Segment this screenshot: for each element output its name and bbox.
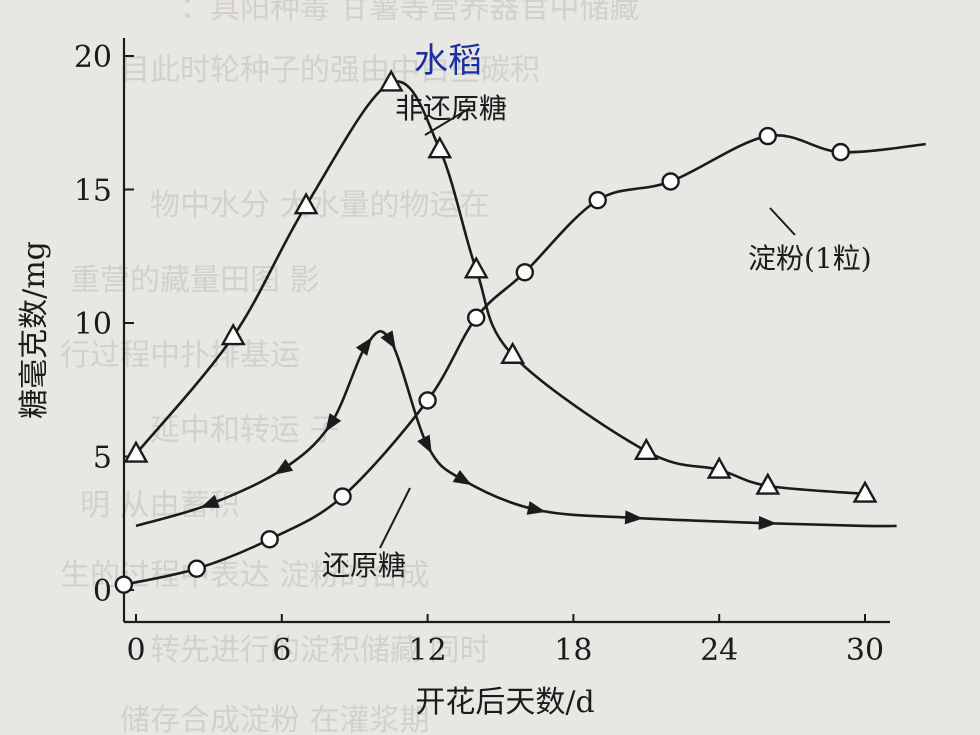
triangle-marker [852,480,878,503]
arrow-marker [526,501,546,515]
x-axis-label: 开花后天数/d [415,685,594,720]
arrow-marker [452,469,472,486]
label-starch: 淀粉(1粒) [748,242,872,275]
x-tick-label: 0 [126,633,145,668]
circle-marker [661,172,680,191]
tick-group: 0 6 12 18 24 30 0 5 10 15 20 [74,40,884,668]
series-curves [123,80,926,586]
svg-text:：具阳种毒 甘薯等营养器官中储藏: ：具阳种毒 甘薯等营养器官中储藏 [180,0,640,26]
x-tick-label: 6 [272,633,291,668]
circle-marker [418,391,437,410]
arrow-marker [325,413,342,432]
arrow-marker [417,434,432,454]
triangle-marker [755,472,781,495]
arrow-marker [274,459,294,475]
y-tick-label: 20 [74,40,112,75]
svg-text:延中和转运 子: 延中和转运 子 [150,413,340,448]
svg-text:行过程中扑排基运: 行过程中扑排基运 [60,338,300,373]
circle-marker [187,559,206,578]
chart-title: 水稻 [414,41,482,81]
circle-marker [831,142,850,162]
circle-marker [515,263,534,282]
triangle-marker [293,192,319,215]
leader-starch [769,207,796,236]
arrow-marker [380,330,396,350]
arrow-marker [355,337,373,356]
triangle-marker [463,256,489,279]
leader-reducing [379,487,411,549]
y-tick-label: 5 [93,441,112,476]
label-reducing-sugar: 还原糖 [322,549,406,582]
circle-marker [260,530,279,549]
circle-marker [467,308,486,327]
svg-text:目此时轮种子的强由中白些碳积: 目此时轮种子的强由中白些碳积 [120,53,540,88]
svg-text:储存合成淀粉 在灌浆期: 储存合成淀粉 在灌浆期 [120,703,430,735]
x-tick-label: 12 [409,633,447,668]
x-tick-label: 24 [700,633,738,668]
arrow-marker [200,494,220,508]
circle-marker [758,126,777,146]
svg-text:重营的藏量田图 影: 重营的藏量田图 影 [70,263,320,298]
leader-nonreducing [424,107,471,136]
triangle-marker [706,456,732,479]
triangle-marker [633,437,659,461]
triangle-marker [500,341,526,364]
svg-text:物中水分 大水量的物运在: 物中水分 大水量的物运在 [150,188,490,223]
x-tick-label: 30 [846,633,884,668]
svg-text:转先进行的淀积储藏 同时: 转先进行的淀积储藏 同时 [150,633,490,668]
background-texture: ：具阳种毒 甘薯等营养器官中储藏 目此时轮种子的强由中白些碳积 物中水分 大水量… [60,0,640,735]
triangle-marker [123,440,149,463]
arrow-marker [758,515,777,530]
circle-marker [588,190,607,210]
y-tick-label: 0 [93,574,112,609]
arrow-marker [624,510,644,525]
triangle-marker [427,135,453,159]
triangle-marker [378,69,404,92]
y-tick-label: 10 [74,307,112,342]
triangle-marker [220,322,246,346]
x-tick-label: 18 [554,633,592,668]
circle-marker [114,575,134,594]
series-markers [114,69,878,594]
axes [122,38,890,624]
y-tick-label: 15 [74,174,112,209]
y-axis-label: 糖毫克数/mg [17,241,52,419]
circle-marker [333,487,352,506]
